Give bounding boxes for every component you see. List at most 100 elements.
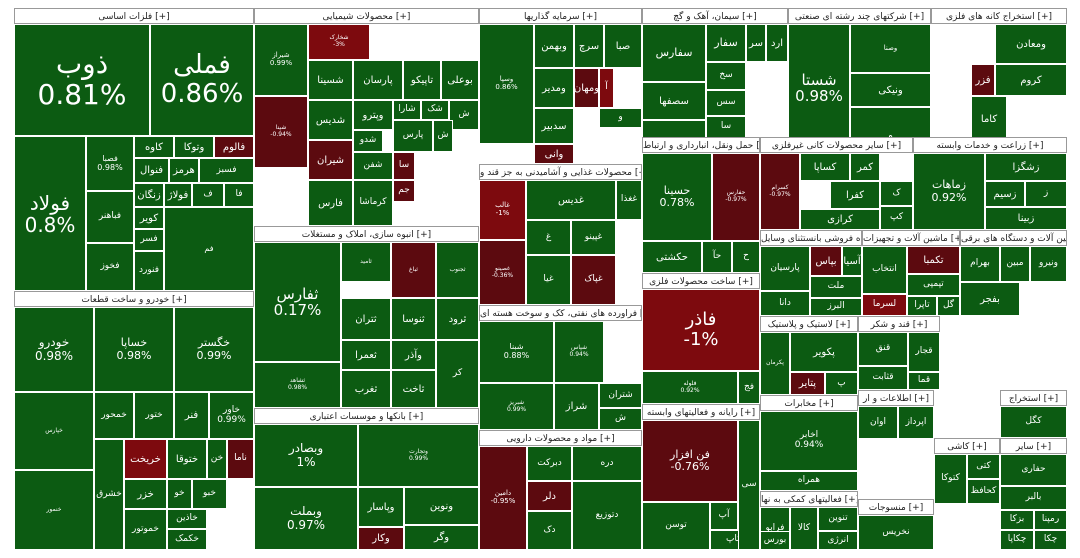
stock-tile[interactable]: ش xyxy=(433,120,453,152)
stock-tile[interactable]: فولاد 0.8% xyxy=(14,136,86,291)
stock-tile[interactable]: خریخت xyxy=(124,439,167,479)
stock-tile[interactable]: شبریز 0.99% xyxy=(479,383,554,430)
stock-tile[interactable]: ثعمرا xyxy=(341,340,391,370)
sector-title[interactable]: سرمایه گذاریها [+] xyxy=(479,8,642,24)
stock-tile[interactable]: ذوب 0.81% xyxy=(14,24,150,136)
stock-tile[interactable]: صبا xyxy=(604,24,642,68)
sector-title[interactable]: ماشین آلات و تجهیزات [+] xyxy=(862,230,960,246)
stock-tile[interactable]: فخوز xyxy=(86,243,134,291)
stock-tile[interactable]: فسبز xyxy=(199,158,254,183)
stock-tile[interactable]: پکرمان xyxy=(760,332,790,395)
stock-tile[interactable]: وپاسار xyxy=(358,487,404,527)
stock-tile[interactable]: وانی xyxy=(534,144,574,164)
stock-tile[interactable]: چکا xyxy=(1034,530,1067,550)
stock-tile[interactable]: خکمک xyxy=(167,529,207,550)
stock-tile[interactable]: کحافظ xyxy=(967,479,1000,504)
stock-tile[interactable]: سرچ xyxy=(574,24,604,68)
stock-tile[interactable]: قجار xyxy=(908,332,940,372)
stock-tile[interactable]: شستا 0.98% xyxy=(788,24,850,152)
sector-title[interactable]: اطلاعات و ار [+] xyxy=(858,390,934,406)
stock-tile[interactable]: تپمپی xyxy=(907,274,960,296)
stock-tile[interactable]: خن xyxy=(207,439,227,479)
stock-tile[interactable]: کتوکا xyxy=(934,454,967,504)
stock-tile[interactable]: آپ xyxy=(710,502,738,530)
stock-tile[interactable]: شتران xyxy=(599,383,642,408)
stock-tile[interactable]: وبملت 0.97% xyxy=(254,487,358,550)
stock-tile[interactable]: خو xyxy=(167,479,192,509)
stock-tile[interactable]: تاپرا xyxy=(907,296,937,316)
stock-tile[interactable]: کپ xyxy=(880,206,913,230)
stock-tile[interactable]: فصبا 0.98% xyxy=(86,136,134,191)
sector-title[interactable]: انبوه سازی، املاک و مستغلات [+] xyxy=(254,226,479,242)
stock-tile[interactable]: وآذر xyxy=(391,340,436,370)
stock-tile[interactable]: بپاس xyxy=(810,246,842,276)
stock-tile[interactable]: غغذا xyxy=(616,180,642,220)
stock-tile[interactable]: مبین xyxy=(1000,246,1030,282)
stock-tile[interactable]: ح xyxy=(732,241,760,273)
stock-tile[interactable]: ثشاهد 0.98% xyxy=(254,362,341,408)
stock-tile[interactable]: فنر xyxy=(174,392,209,439)
stock-tile[interactable]: سا xyxy=(706,116,746,138)
stock-tile[interactable]: خپارس xyxy=(14,392,94,470)
stock-tile[interactable]: کروم xyxy=(995,64,1067,96)
sector-title[interactable]: خرده فروشی بانستثنای وسایل [+] xyxy=(760,230,862,246)
stock-tile[interactable]: حکشتی xyxy=(642,241,702,273)
stock-tile[interactable]: کر xyxy=(436,340,479,408)
stock-tile[interactable]: کرماشا xyxy=(353,180,393,226)
stock-tile[interactable]: چکاپا xyxy=(1000,530,1034,550)
sector-title[interactable]: فعالیتهای کمکی به نها [+] xyxy=(760,491,858,507)
stock-tile[interactable]: سصفها xyxy=(642,82,706,120)
stock-tile[interactable]: شپاس 0.94% xyxy=(554,321,604,383)
stock-tile[interactable]: پارسان xyxy=(353,60,403,100)
stock-tile[interactable]: کالا xyxy=(790,507,818,550)
stock-tile[interactable]: سس xyxy=(706,90,746,116)
stock-tile[interactable]: فارس xyxy=(308,180,353,226)
stock-tile[interactable]: دلر xyxy=(527,481,572,511)
stock-tile[interactable]: خمحور xyxy=(94,392,134,439)
stock-tile[interactable]: و xyxy=(599,108,642,128)
stock-tile[interactable]: شک xyxy=(421,100,449,120)
sector-title[interactable]: رایانه و فعالیتهای وابسته [+] xyxy=(642,404,760,420)
stock-tile[interactable]: وتوکا xyxy=(174,136,214,158)
stock-tile[interactable]: حفاری xyxy=(1000,454,1067,486)
stock-tile[interactable]: خساپا 0.98% xyxy=(94,307,174,392)
stock-tile[interactable]: پکویر xyxy=(790,332,858,372)
stock-tile[interactable]: ثفارس 0.17% xyxy=(254,242,341,362)
stock-tile[interactable]: ش xyxy=(599,408,642,430)
sector-title[interactable]: سایر محصولات کانی غیرفلزی [+] xyxy=(760,137,913,153)
stock-tile[interactable]: ختور xyxy=(134,392,174,439)
stock-tile[interactable]: زبینا xyxy=(985,207,1067,230)
sector-title[interactable]: خودرو و ساخت قطعات [+] xyxy=(14,291,254,307)
stock-tile[interactable]: کاوه xyxy=(134,136,174,158)
stock-tile[interactable]: خگستر 0.99% xyxy=(174,307,254,392)
sector-title[interactable]: استخراج [+] xyxy=(1000,390,1067,406)
stock-tile[interactable]: ومهان xyxy=(574,68,599,108)
stock-tile[interactable]: سفارس xyxy=(642,24,706,82)
stock-tile[interactable]: فنورد xyxy=(134,251,164,291)
sector-title[interactable]: قند و شکر [+] xyxy=(858,316,940,332)
stock-tile[interactable]: وسپا 0.86% xyxy=(479,24,534,144)
stock-tile[interactable]: فم xyxy=(164,207,254,291)
stock-tile[interactable]: پارس xyxy=(393,120,433,152)
stock-tile[interactable]: سدبیر xyxy=(534,108,574,144)
stock-tile[interactable]: تنوین xyxy=(818,507,858,531)
stock-tile[interactable]: اوان xyxy=(858,406,898,439)
stock-tile[interactable]: حسینا 0.78% xyxy=(642,153,712,241)
stock-tile[interactable]: وپترو xyxy=(353,100,393,130)
stock-tile[interactable]: ختوقا xyxy=(167,439,207,479)
stock-tile[interactable]: غپاک xyxy=(571,255,616,305)
stock-tile[interactable]: کمر xyxy=(850,153,880,181)
stock-tile[interactable]: خزر xyxy=(124,479,167,509)
stock-tile[interactable]: البرز xyxy=(810,298,862,316)
sector-title[interactable]: مخابرات [+] xyxy=(760,395,858,411)
stock-tile[interactable]: تکمبا xyxy=(907,246,960,274)
stock-tile[interactable]: سا xyxy=(393,152,415,180)
stock-tile[interactable]: ثجنوب xyxy=(436,242,479,298)
stock-tile[interactable]: فنوال xyxy=(134,158,169,183)
stock-tile[interactable]: ملت xyxy=(810,276,862,298)
sector-title[interactable]: فراورده های نفتی، کک و سوخت هسته ای [+] xyxy=(479,305,642,321)
stock-tile[interactable]: دتوزیع xyxy=(572,481,642,550)
stock-tile[interactable]: شدو xyxy=(353,130,383,152)
sector-title[interactable]: مواد و محصولات دارویی [+] xyxy=(479,430,642,446)
stock-tile[interactable]: قما xyxy=(908,372,940,390)
